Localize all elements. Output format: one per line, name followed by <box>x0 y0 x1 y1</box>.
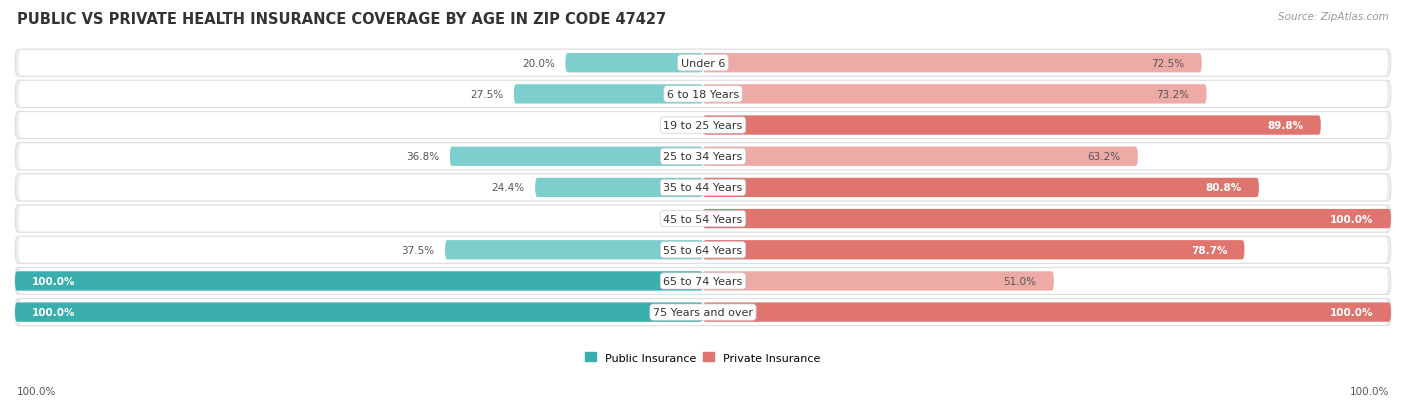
Text: 0.0%: 0.0% <box>666 121 693 131</box>
FancyBboxPatch shape <box>18 82 1388 107</box>
Text: 25 to 34 Years: 25 to 34 Years <box>664 152 742 162</box>
FancyBboxPatch shape <box>18 175 1388 201</box>
Text: 63.2%: 63.2% <box>1087 152 1121 162</box>
Text: 45 to 54 Years: 45 to 54 Years <box>664 214 742 224</box>
Text: 73.2%: 73.2% <box>1156 90 1189 100</box>
FancyBboxPatch shape <box>15 50 1391 77</box>
FancyBboxPatch shape <box>18 237 1388 263</box>
FancyBboxPatch shape <box>446 240 703 260</box>
Text: 100.0%: 100.0% <box>17 387 56 396</box>
Text: 55 to 64 Years: 55 to 64 Years <box>664 245 742 255</box>
Text: 75 Years and over: 75 Years and over <box>652 307 754 317</box>
FancyBboxPatch shape <box>15 81 1391 108</box>
FancyBboxPatch shape <box>15 143 1391 171</box>
Text: Source: ZipAtlas.com: Source: ZipAtlas.com <box>1278 12 1389 22</box>
FancyBboxPatch shape <box>703 85 1206 104</box>
Text: 6 to 18 Years: 6 to 18 Years <box>666 90 740 100</box>
FancyBboxPatch shape <box>15 299 1391 326</box>
Text: 78.7%: 78.7% <box>1191 245 1227 255</box>
FancyBboxPatch shape <box>450 147 703 166</box>
Text: 100.0%: 100.0% <box>32 307 76 317</box>
FancyBboxPatch shape <box>513 85 703 104</box>
Text: 100.0%: 100.0% <box>1350 387 1389 396</box>
FancyBboxPatch shape <box>15 237 1391 264</box>
FancyBboxPatch shape <box>15 112 1391 140</box>
Text: 100.0%: 100.0% <box>32 276 76 286</box>
Text: 36.8%: 36.8% <box>406 152 440 162</box>
Text: 27.5%: 27.5% <box>471 90 503 100</box>
Text: PUBLIC VS PRIVATE HEALTH INSURANCE COVERAGE BY AGE IN ZIP CODE 47427: PUBLIC VS PRIVATE HEALTH INSURANCE COVER… <box>17 12 666 27</box>
FancyBboxPatch shape <box>15 268 1391 295</box>
Text: 100.0%: 100.0% <box>1330 214 1374 224</box>
FancyBboxPatch shape <box>703 209 1391 229</box>
Text: 35 to 44 Years: 35 to 44 Years <box>664 183 742 193</box>
FancyBboxPatch shape <box>18 51 1388 76</box>
Text: 89.8%: 89.8% <box>1267 121 1303 131</box>
FancyBboxPatch shape <box>703 178 1258 197</box>
FancyBboxPatch shape <box>18 144 1388 170</box>
FancyBboxPatch shape <box>15 303 703 322</box>
FancyBboxPatch shape <box>703 272 1054 291</box>
Text: 51.0%: 51.0% <box>1004 276 1036 286</box>
FancyBboxPatch shape <box>15 205 1391 233</box>
FancyBboxPatch shape <box>18 206 1388 232</box>
FancyBboxPatch shape <box>565 54 703 73</box>
FancyBboxPatch shape <box>536 178 703 197</box>
FancyBboxPatch shape <box>703 54 1202 73</box>
FancyBboxPatch shape <box>703 303 1391 322</box>
Legend: Public Insurance, Private Insurance: Public Insurance, Private Insurance <box>581 348 825 367</box>
Text: 0.0%: 0.0% <box>666 214 693 224</box>
FancyBboxPatch shape <box>15 174 1391 202</box>
FancyBboxPatch shape <box>703 116 1320 135</box>
Text: 100.0%: 100.0% <box>1330 307 1374 317</box>
Text: 19 to 25 Years: 19 to 25 Years <box>664 121 742 131</box>
FancyBboxPatch shape <box>18 268 1388 294</box>
FancyBboxPatch shape <box>703 147 1137 166</box>
FancyBboxPatch shape <box>15 272 703 291</box>
Text: 80.8%: 80.8% <box>1205 183 1241 193</box>
Text: Under 6: Under 6 <box>681 59 725 69</box>
Text: 37.5%: 37.5% <box>402 245 434 255</box>
Text: 65 to 74 Years: 65 to 74 Years <box>664 276 742 286</box>
FancyBboxPatch shape <box>703 240 1244 260</box>
FancyBboxPatch shape <box>18 113 1388 138</box>
Text: 20.0%: 20.0% <box>522 59 555 69</box>
FancyBboxPatch shape <box>18 299 1388 325</box>
Text: 72.5%: 72.5% <box>1152 59 1185 69</box>
Text: 24.4%: 24.4% <box>492 183 524 193</box>
